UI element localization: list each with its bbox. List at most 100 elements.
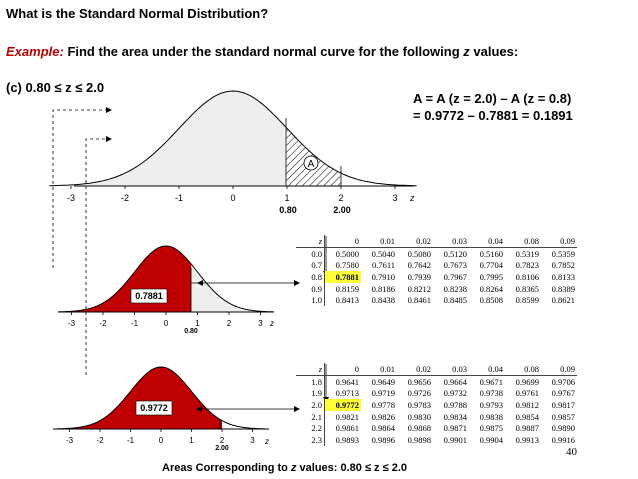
table-cell: 0.5160 — [479, 248, 503, 259]
table-cell: 0.7673 — [443, 260, 467, 271]
header-col: 0.01 — [361, 235, 397, 248]
bot-axis-label: z — [264, 437, 269, 446]
table-cell: 0.7995 — [479, 271, 503, 282]
table-cell: 0.9699 — [515, 376, 539, 387]
table-cell: 0.8106 — [515, 271, 539, 282]
header-col: 0.08 — [505, 235, 541, 248]
axis-tick-label: 0 — [164, 319, 169, 328]
arrowhead-table-to-bot — [196, 406, 202, 412]
table-cell: 0.9887 — [515, 423, 539, 434]
axis-tick-label: 3 — [250, 436, 255, 445]
table-cell: 0.9857 — [551, 411, 575, 422]
table-cell: 0.9649 — [371, 376, 395, 387]
example-text: Find the area under the standard normal … — [67, 44, 464, 59]
table-cell: 0.9890 — [551, 423, 575, 434]
example-z: z — [463, 44, 470, 59]
axis-tick-label: -1 — [127, 436, 135, 445]
axis-tick-label: 2 — [227, 319, 232, 328]
table-cell: 0.9838 — [479, 411, 503, 422]
table-cell: 0.8438 — [371, 295, 395, 306]
table-cell: 0.9719 — [371, 388, 395, 399]
row-z-value: 2.0 — [296, 399, 325, 411]
header-col: 0.04 — [469, 235, 505, 248]
table-row: 0.7 0.7580 0.7611 0.7642 0.7673 0.7704 0.7823 0… — [296, 259, 577, 272]
header-col: 0.04 — [469, 363, 505, 376]
example-label: Example: — [6, 44, 64, 59]
table-cell: 0.8212 — [407, 283, 431, 294]
figure-caption: Areas Corresponding to z values: 0.80 ≤ … — [162, 462, 407, 474]
table-cell: 0.9830 — [407, 411, 431, 422]
dashed-arrows — [52, 107, 112, 375]
table-cell: 0.7580 — [335, 260, 359, 271]
table-cell: 0.8621 — [551, 295, 575, 306]
bottom-normal-curve: -3 -2 -1 0 1 2 3 z 0.9772 2.00 — [53, 366, 269, 452]
bot-axis-ticks: -3 -2 -1 0 1 2 3 — [66, 429, 255, 445]
axis-tick-label: -3 — [68, 319, 76, 328]
table-cell: 0.9817 — [551, 399, 575, 410]
axis-tick-label: 0 — [230, 193, 235, 203]
mid-curve-shaded-area — [58, 246, 192, 312]
header-col: 0 — [324, 363, 361, 376]
axis-tick-label: 1 — [189, 436, 194, 445]
row-z-value: 0.8 — [296, 271, 325, 283]
highlighted-cell: 0.7881 — [324, 271, 361, 283]
dashed-arrowhead-lower — [106, 136, 112, 142]
table-row: 0.0 0.5000 0.5040 0.5080 0.5120 0.5160 0.5319 0… — [296, 247, 577, 260]
table-cell: 0.9713 — [335, 388, 359, 399]
top-bound-label-2: 2.00 — [333, 205, 351, 215]
table-cell: 0.7910 — [371, 271, 395, 282]
table-cell: 0.7852 — [551, 260, 575, 271]
axis-tick-label: 2 — [220, 436, 225, 445]
axis-tick-label: 2 — [338, 193, 343, 203]
part-label: (c) 0.80 ≤ z ≤ 2.0 — [6, 80, 105, 95]
table-row: 1.9 0.9713 0.9719 0.9726 0.9732 0.9738 0.9761 0… — [296, 387, 577, 400]
formula-line-2: = 0.9772 – 0.7881 = 0.1891 — [413, 108, 573, 123]
row-z-value: 0.7 — [296, 259, 325, 272]
z-table-1: z 0 0.01 0.02 0.03 0.04 0.08 0.09 0.0 0.5000 0.50… — [296, 235, 577, 307]
axis-tick-label: -2 — [99, 319, 107, 328]
table-cell: 0.7704 — [479, 260, 503, 271]
axis-tick-label: -2 — [96, 436, 104, 445]
header-col: 0.03 — [433, 235, 469, 248]
table-row: 1.8 0.9641 0.9649 0.9656 0.9664 0.9671 0.9699 0… — [296, 375, 577, 388]
table-cell: 0.9904 — [479, 434, 503, 445]
row-z-value: 2.2 — [296, 422, 325, 435]
example-statement: Example: Find the area under the standar… — [6, 44, 518, 59]
table-cell: 0.5120 — [443, 248, 467, 259]
top-axis-label: z — [409, 193, 415, 203]
mid-axis-ticks: -3 -2 -1 0 1 2 3 — [68, 312, 263, 328]
table-cell: 0.9761 — [515, 388, 539, 399]
row-z-value: 1.9 — [296, 387, 325, 400]
axis-tick-label: -1 — [175, 193, 183, 203]
mid-area-box — [130, 288, 168, 304]
middle-normal-curve: -3 -2 -1 0 1 2 3 z 0.7881 0.80 — [58, 245, 274, 335]
row-z-value: 0.0 — [296, 247, 325, 260]
region-a-marker — [303, 155, 319, 171]
table-cell: 0.8389 — [551, 283, 575, 294]
row-z-value: 1.0 — [296, 294, 325, 307]
header-col: 0 — [324, 235, 361, 248]
formula: A = A (z = 2.0) – A (z = 0.8) = 0.9772 –… — [413, 90, 573, 124]
table-cell: 0.9706 — [551, 376, 575, 387]
table-cell: 0.9826 — [371, 411, 395, 422]
axis-tick-label: 0 — [159, 436, 164, 445]
table-cell: 0.8485 — [443, 295, 467, 306]
mid-curve-line — [58, 245, 274, 313]
highlighted-cell: 0.9772 — [324, 399, 361, 411]
table-cell: 0.8413 — [335, 295, 359, 306]
bot-area-box — [135, 400, 173, 416]
table-cell: 0.7642 — [407, 260, 431, 271]
header-col: 0.02 — [397, 235, 433, 248]
table-cell: 0.9913 — [515, 434, 539, 445]
header-col: 0.03 — [433, 363, 469, 376]
axis-tick-label: 3 — [392, 193, 397, 203]
table-cell: 0.8133 — [551, 271, 575, 282]
table-row: 2.2 0.9861 0.9864 0.9868 0.9871 0.9875 0.9887 0… — [296, 422, 577, 435]
table-cell: 0.8264 — [479, 283, 503, 294]
header-col: 0.09 — [541, 235, 577, 248]
table-cell: 0.9868 — [407, 423, 431, 434]
table-cell: 0.9893 — [335, 434, 359, 445]
row-z-value: 2.3 — [296, 434, 325, 446]
z-table-1-header: z 0 0.01 0.02 0.03 0.04 0.08 0.09 — [296, 235, 577, 248]
